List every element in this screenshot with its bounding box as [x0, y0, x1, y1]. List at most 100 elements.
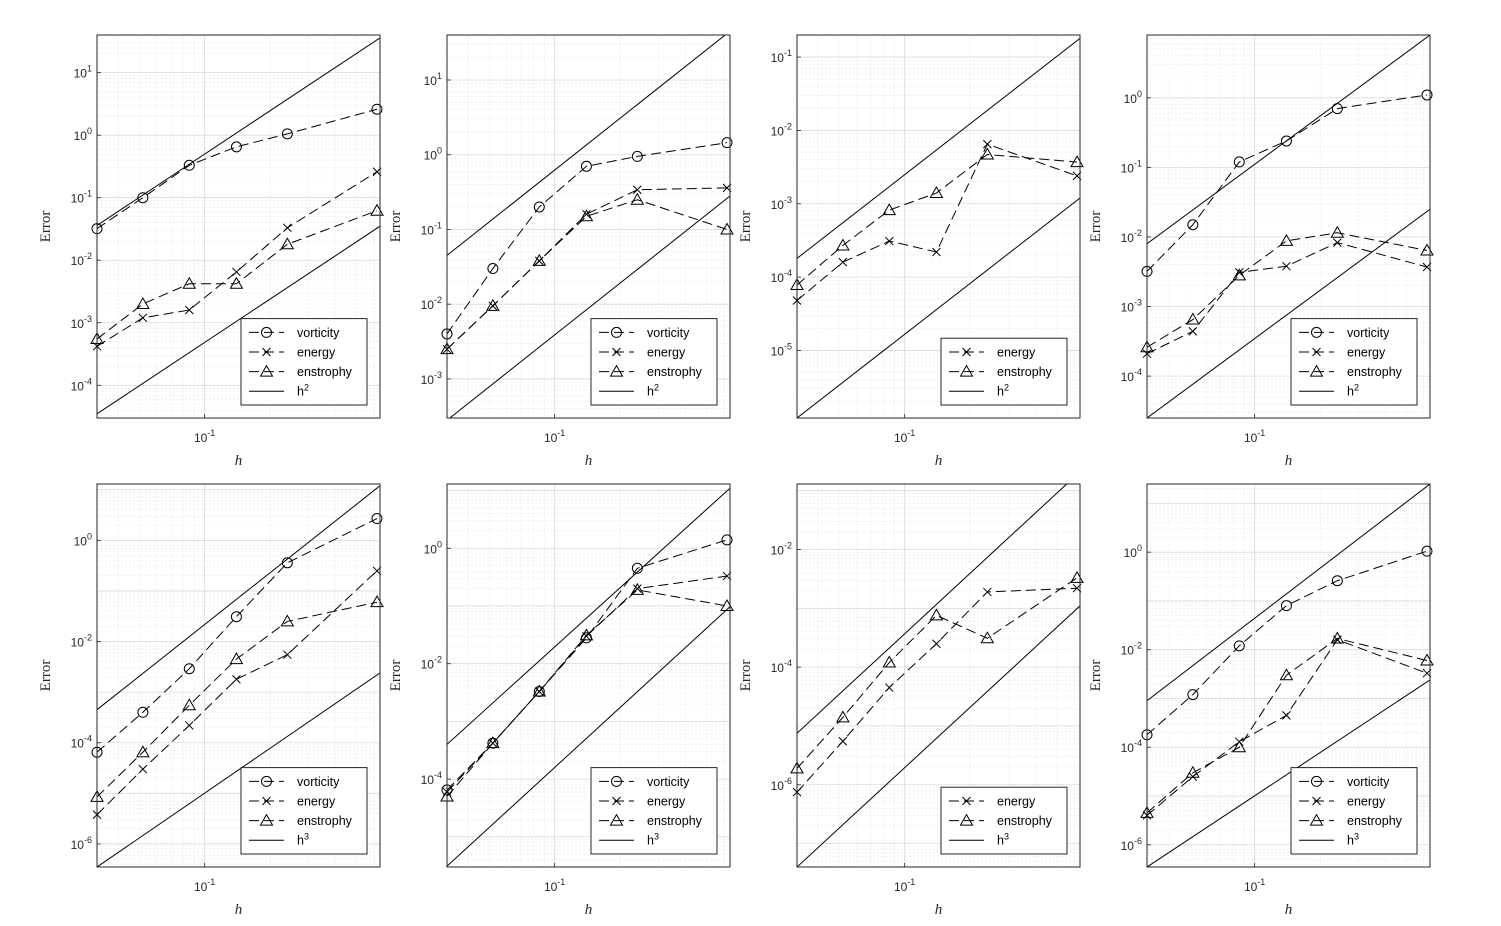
y-tick-label: 100	[1124, 89, 1142, 106]
legend-marker	[611, 326, 622, 338]
legend-marker	[261, 775, 272, 787]
data-point-energy	[1188, 326, 1198, 336]
axes-box	[1146, 483, 1431, 868]
data-point-vorticity	[137, 706, 149, 718]
y-tick-label: 10-2	[1121, 641, 1142, 658]
data-point-energy	[282, 650, 292, 660]
y-tick-label: 10-2	[771, 541, 792, 558]
legend-label: vorticity	[1347, 326, 1390, 340]
legend-marker	[1312, 347, 1321, 357]
legend-label: energy	[1347, 795, 1386, 809]
legend: vorticity energy enstrophy h3	[240, 767, 368, 855]
series-line-energy	[797, 587, 1078, 793]
series-line-energy	[1147, 639, 1428, 816]
y-tick-label: 10-2	[771, 121, 792, 138]
axes-box	[446, 34, 731, 419]
data-point-enstrophy	[1185, 765, 1200, 778]
series-line-enstrophy	[797, 153, 1078, 286]
axes-box	[1146, 34, 1431, 419]
axes-box	[96, 483, 381, 868]
data-point-vorticity	[1187, 689, 1199, 701]
y-tick-label: 10-4	[771, 658, 792, 675]
legend-marker	[959, 813, 974, 826]
data-point-energy	[884, 236, 894, 246]
data-point-enstrophy	[929, 186, 944, 199]
data-point-energy	[1282, 711, 1291, 720]
legend-label: h3	[297, 832, 309, 848]
data-point-vorticity	[371, 103, 383, 115]
data-point-enstrophy	[630, 582, 645, 595]
series-line-energy	[97, 570, 378, 815]
legend: vorticity energy enstrophy h2	[1290, 318, 1418, 406]
legend-label: h2	[997, 383, 1009, 399]
legend-marker	[1312, 796, 1321, 806]
data-point-enstrophy	[1279, 233, 1294, 246]
y-tick-label: 10-5	[771, 341, 792, 358]
data-point-vorticity	[1331, 575, 1343, 587]
series-line-enstrophy	[1147, 232, 1428, 348]
x-axis-label: h	[935, 453, 943, 469]
series-line-enstrophy	[447, 199, 728, 350]
series-line-enstrophy	[797, 577, 1078, 769]
legend: energy enstrophy h2	[940, 337, 1068, 406]
data-point-enstrophy	[882, 203, 897, 216]
grid-layer	[97, 484, 380, 867]
y-tick-label: 10-2	[1121, 228, 1142, 245]
y-axis-label: Error	[38, 211, 54, 243]
legend-box	[940, 786, 1068, 855]
y-tick-label: 10-1	[1121, 158, 1142, 175]
axes-box	[96, 34, 381, 419]
y-tick-label: 10-4	[1121, 367, 1142, 384]
legend-label: energy	[647, 346, 686, 360]
y-axis-label: Error	[1088, 660, 1104, 692]
legend: vorticity energy enstrophy h2	[590, 318, 718, 406]
data-point-energy	[982, 587, 992, 597]
series-line-enstrophy	[97, 210, 378, 340]
y-tick-label: 10-2	[421, 295, 442, 312]
x-axis-label: h	[585, 453, 593, 469]
reference-line	[97, 485, 380, 711]
legend-marker	[262, 796, 271, 806]
y-tick-label: 10-1	[71, 189, 92, 206]
x-axis-label: h	[235, 453, 243, 469]
y-tick-label: 10-3	[421, 370, 442, 387]
subplot-8: 10-1 10-6 10-4 10-2 100 h Error vorticity energy…	[1088, 483, 1434, 918]
legend-marker	[1311, 775, 1322, 787]
reference-line	[797, 37, 1080, 259]
data-point-enstrophy	[136, 745, 150, 758]
legend-marker	[609, 364, 624, 377]
reference-line	[449, 195, 730, 418]
data-layer	[797, 37, 1080, 418]
legend-marker	[612, 347, 621, 357]
grid-layer	[797, 484, 1080, 867]
legend-label: vorticity	[1347, 775, 1390, 789]
x-tick-label: 10-1	[544, 428, 565, 445]
data-layer	[97, 485, 380, 867]
y-tick-label: 10-2	[71, 633, 92, 650]
series-line-vorticity	[1147, 94, 1428, 272]
data-point-enstrophy	[532, 684, 547, 697]
reference-line	[97, 225, 380, 415]
axes-box	[446, 483, 731, 868]
y-tick-label: 10-4	[71, 734, 92, 751]
legend-marker	[1309, 364, 1324, 377]
data-point-vorticity	[721, 534, 733, 546]
data-point-energy	[232, 674, 241, 684]
data-point-enstrophy	[980, 631, 995, 644]
y-tick-label: 100	[424, 146, 442, 163]
y-tick-label: 100	[74, 531, 92, 548]
legend-marker	[962, 796, 971, 806]
axes-box	[796, 34, 1081, 419]
data-point-vorticity	[580, 160, 592, 172]
y-axis-label: Error	[38, 660, 54, 692]
data-point-enstrophy	[229, 652, 244, 665]
data-point-energy	[488, 738, 498, 748]
y-tick-label: 10-6	[71, 835, 92, 852]
data-point-enstrophy	[182, 276, 197, 289]
x-tick-label: 10-1	[1244, 877, 1265, 894]
data-point-vorticity	[137, 192, 149, 204]
data-point-energy	[932, 639, 941, 649]
data-point-vorticity	[631, 562, 643, 574]
y-tick-label: 10-2	[421, 655, 442, 672]
y-tick-label: 101	[74, 64, 92, 81]
